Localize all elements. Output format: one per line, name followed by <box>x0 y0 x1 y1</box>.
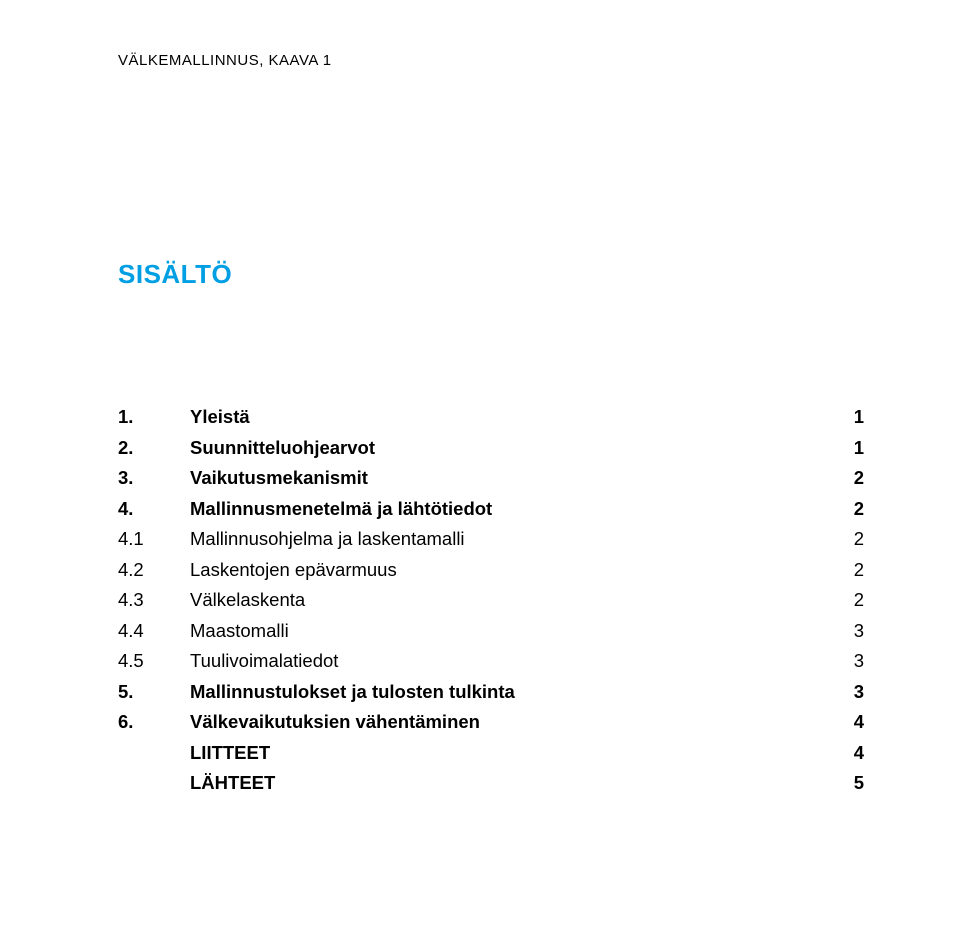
toc-number: 4.5 <box>118 652 190 671</box>
toc-page-number: 3 <box>834 683 864 702</box>
toc-page-number: 4 <box>834 744 864 763</box>
toc-label: LIITTEET <box>190 744 834 763</box>
toc-label: Maastomalli <box>190 622 834 641</box>
toc-label: Välkelaskenta <box>190 591 834 610</box>
toc-row: 4.2Laskentojen epävarmuus2 <box>118 561 864 580</box>
toc-label: Suunnitteluohjearvot <box>190 439 834 458</box>
toc-page-number: 4 <box>834 713 864 732</box>
toc-page-number: 5 <box>834 774 864 793</box>
toc-number: 4.4 <box>118 622 190 641</box>
toc-page-number: 2 <box>834 500 864 519</box>
toc-row: 4.5Tuulivoimalatiedot3 <box>118 652 864 671</box>
toc-label: Laskentojen epävarmuus <box>190 561 834 580</box>
toc-page-number: 2 <box>834 561 864 580</box>
toc-label: Tuulivoimalatiedot <box>190 652 834 671</box>
toc-page-number: 2 <box>834 530 864 549</box>
toc-number: 5. <box>118 683 190 702</box>
toc-row: 2.Suunnitteluohjearvot1 <box>118 439 864 458</box>
toc-row: 4.Mallinnusmenetelmä ja lähtötiedot2 <box>118 500 864 519</box>
toc-row: 3.Vaikutusmekanismit2 <box>118 469 864 488</box>
toc-page-number: 3 <box>834 652 864 671</box>
toc-row: 6.Välkevaikutuksien vähentäminen4 <box>118 713 864 732</box>
toc-label: Mallinnustulokset ja tulosten tulkinta <box>190 683 834 702</box>
toc-label: Välkevaikutuksien vähentäminen <box>190 713 834 732</box>
toc-number: 4. <box>118 500 190 519</box>
toc-page-number: 1 <box>834 408 864 427</box>
toc-row: 4.1Mallinnusohjelma ja laskentamalli2 <box>118 530 864 549</box>
toc-row: 4.4Maastomalli3 <box>118 622 864 641</box>
document-page: VÄLKEMALLINNUS, KAAVA 1 SISÄLTÖ 1.Yleist… <box>0 0 960 939</box>
toc-number: 1. <box>118 408 190 427</box>
toc-row: LIITTEET4 <box>118 744 864 763</box>
toc-row: 5.Mallinnustulokset ja tulosten tulkinta… <box>118 683 864 702</box>
toc-page-number: 3 <box>834 622 864 641</box>
toc-number: 6. <box>118 713 190 732</box>
toc-row: 4.3Välkelaskenta2 <box>118 591 864 610</box>
toc-row: LÄHTEET5 <box>118 774 864 793</box>
toc-number: 4.3 <box>118 591 190 610</box>
running-head: VÄLKEMALLINNUS, KAAVA 1 <box>118 52 864 69</box>
toc-label: Vaikutusmekanismit <box>190 469 834 488</box>
toc-page-number: 2 <box>834 469 864 488</box>
toc-label: Yleistä <box>190 408 834 427</box>
toc-label: Mallinnusohjelma ja laskentamalli <box>190 530 834 549</box>
toc-row: 1.Yleistä1 <box>118 408 864 427</box>
toc-number: 2. <box>118 439 190 458</box>
toc-page-number: 2 <box>834 591 864 610</box>
toc-page-number: 1 <box>834 439 864 458</box>
document-title: SISÄLTÖ <box>118 259 864 290</box>
toc-number: 4.1 <box>118 530 190 549</box>
table-of-contents: 1.Yleistä12.Suunnitteluohjearvot13.Vaiku… <box>118 408 864 793</box>
toc-label: LÄHTEET <box>190 774 834 793</box>
toc-number: 4.2 <box>118 561 190 580</box>
toc-number: 3. <box>118 469 190 488</box>
toc-label: Mallinnusmenetelmä ja lähtötiedot <box>190 500 834 519</box>
